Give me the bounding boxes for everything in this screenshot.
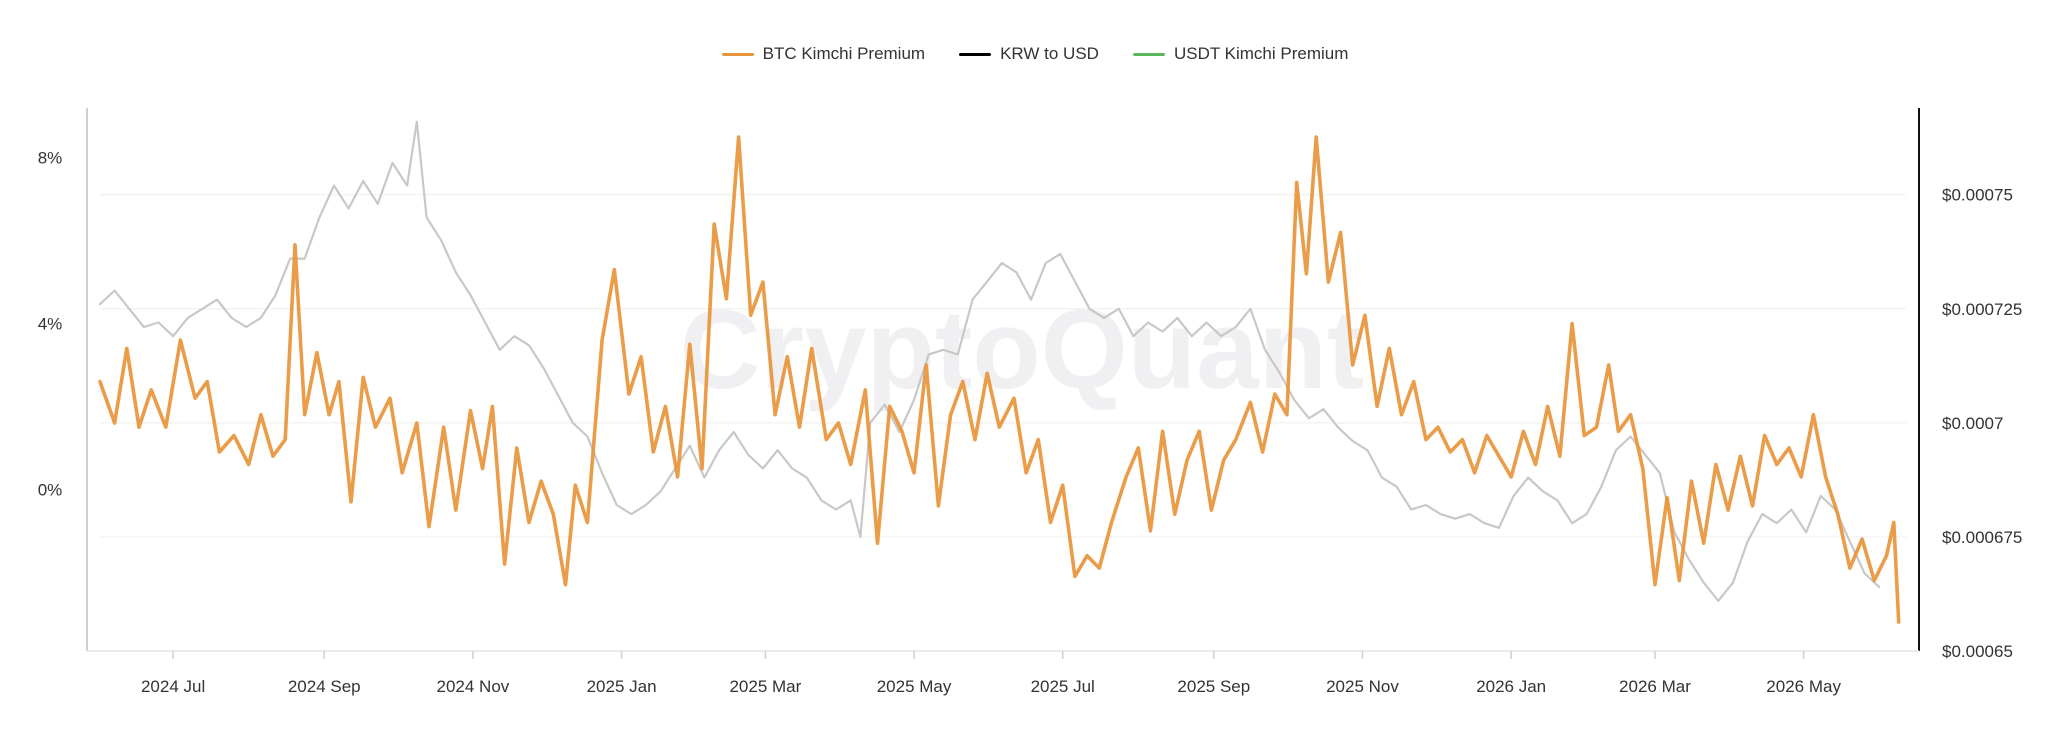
x-tick-label: 2025 Sep (1177, 677, 1250, 696)
x-tick-label: 2025 May (877, 677, 952, 696)
legend-swatch-krw (959, 52, 992, 56)
x-tick-label: 2026 Mar (1619, 677, 1691, 696)
y-right-tick-label: $0.00075 (1942, 186, 2013, 205)
series-line-krw-to-usd[interactable] (98, 120, 1881, 602)
x-tick-label: 2026 Jan (1476, 677, 1546, 696)
y-axis-left-ticks: 0% 4% 8% (38, 149, 63, 500)
x-tick-label: 2025 Jan (587, 677, 657, 696)
legend-swatch-btc (721, 52, 754, 56)
x-tick-label: 2025 Jul (1031, 677, 1095, 696)
series-layer (98, 120, 1901, 624)
y-right-tick-label: $0.0007 (1942, 414, 2003, 433)
legend-item-usdt-kimchi-premium[interactable]: USDT Kimchi Premium (1132, 44, 1349, 64)
legend-item-btc-kimchi-premium[interactable]: BTC Kimchi Premium (721, 44, 926, 64)
y-left-tick-label: 0% (38, 480, 63, 499)
x-tick-label: 2024 Nov (437, 677, 510, 696)
legend-label-krw: KRW to USD (1000, 44, 1099, 63)
grid-lines (100, 194, 1906, 538)
legend-label-btc: BTC Kimchi Premium (762, 44, 926, 63)
legend-item-krw-to-usd[interactable]: KRW to USD (959, 44, 1099, 64)
watermark: CryptoQuant (680, 287, 1364, 412)
x-axis-ticks: 2024 Jul 2024 Sep 2024 Nov 2025 Jan 2025 Mar… (141, 651, 1841, 696)
x-tick-label: 2026 May (1766, 677, 1841, 696)
y-left-tick-label: 4% (38, 315, 63, 334)
legend-label-usdt: USDT Kimchi Premium (1173, 44, 1349, 63)
y-right-tick-label: $0.00065 (1942, 642, 2013, 661)
x-tick-label: 2024 Sep (288, 677, 361, 696)
y-right-tick-label: $0.000675 (1942, 528, 2022, 547)
chart-legend: BTC Kimchi Premium KRW to USD USDT Kimch… (0, 44, 2070, 64)
y-right-tick-label: $0.000725 (1942, 300, 2022, 319)
x-tick-label: 2024 Jul (141, 677, 205, 696)
y-axis-right-ticks: $0.00065 $0.000675 $0.0007 $0.000725 $0.0007… (1942, 186, 2022, 661)
x-tick-label: 2025 Mar (729, 677, 801, 696)
y-left-tick-label: 8% (38, 149, 63, 168)
legend-swatch-usdt (1132, 52, 1165, 56)
series-line-btc-kimchi-premium[interactable] (98, 135, 1901, 624)
x-tick-label: 2025 Nov (1326, 677, 1399, 696)
